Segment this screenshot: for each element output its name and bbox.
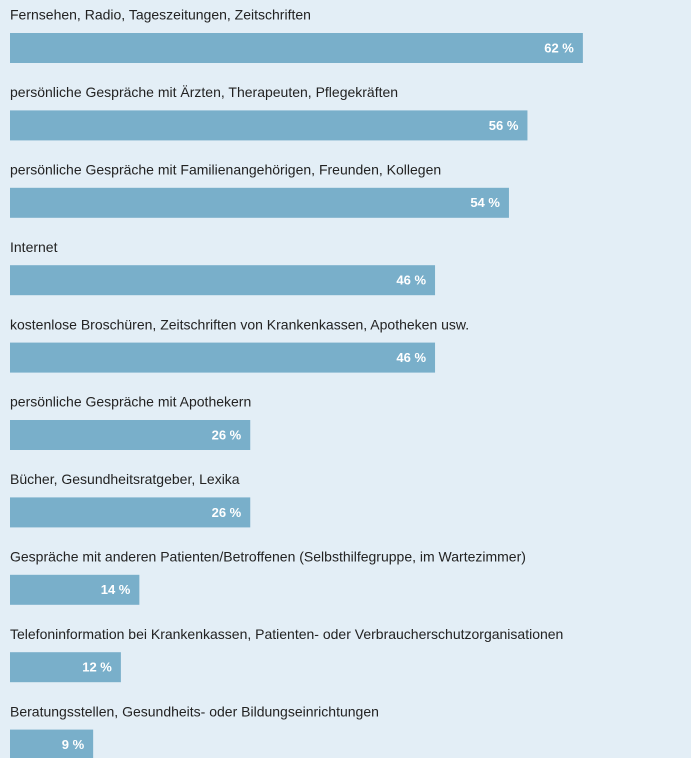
value-label: 46 % bbox=[396, 273, 426, 288]
category-label: persönliche Gespräche mit Familienangehö… bbox=[10, 162, 441, 178]
value-label: 26 % bbox=[212, 505, 242, 520]
category-label: Beratungsstellen, Gesundheits- oder Bild… bbox=[10, 703, 379, 719]
category-label: Internet bbox=[10, 239, 58, 255]
value-label: 62 % bbox=[544, 40, 574, 55]
bar bbox=[10, 110, 528, 141]
bar bbox=[10, 265, 436, 296]
value-label: 12 % bbox=[82, 660, 112, 675]
category-label: Telefoninformation bei Krankenkassen, Pa… bbox=[10, 626, 563, 642]
bar bbox=[10, 574, 140, 605]
category-label: Gespräche mit anderen Patienten/Betroffe… bbox=[10, 549, 526, 565]
category-label: Bücher, Gesundheitsratgeber, Lexika bbox=[10, 471, 240, 487]
value-label: 46 % bbox=[396, 350, 426, 365]
value-label: 14 % bbox=[101, 582, 131, 597]
value-label: 9 % bbox=[62, 737, 85, 752]
bar bbox=[10, 729, 94, 758]
category-label: persönliche Gespräche mit Apothekern bbox=[10, 394, 251, 410]
category-label: persönliche Gespräche mit Ärzten, Therap… bbox=[10, 84, 398, 100]
bar bbox=[10, 187, 509, 218]
value-label: 54 % bbox=[470, 195, 500, 210]
bar bbox=[10, 342, 436, 373]
bar bbox=[10, 33, 583, 63]
bar bbox=[10, 420, 251, 450]
bar bbox=[10, 497, 251, 528]
value-label: 26 % bbox=[212, 427, 242, 442]
category-label: Fernsehen, Radio, Tageszeitungen, Zeitsc… bbox=[10, 7, 311, 23]
bar bbox=[10, 652, 121, 683]
category-label: kostenlose Broschüren, Zeitschriften von… bbox=[10, 316, 469, 332]
value-label: 56 % bbox=[489, 118, 519, 133]
